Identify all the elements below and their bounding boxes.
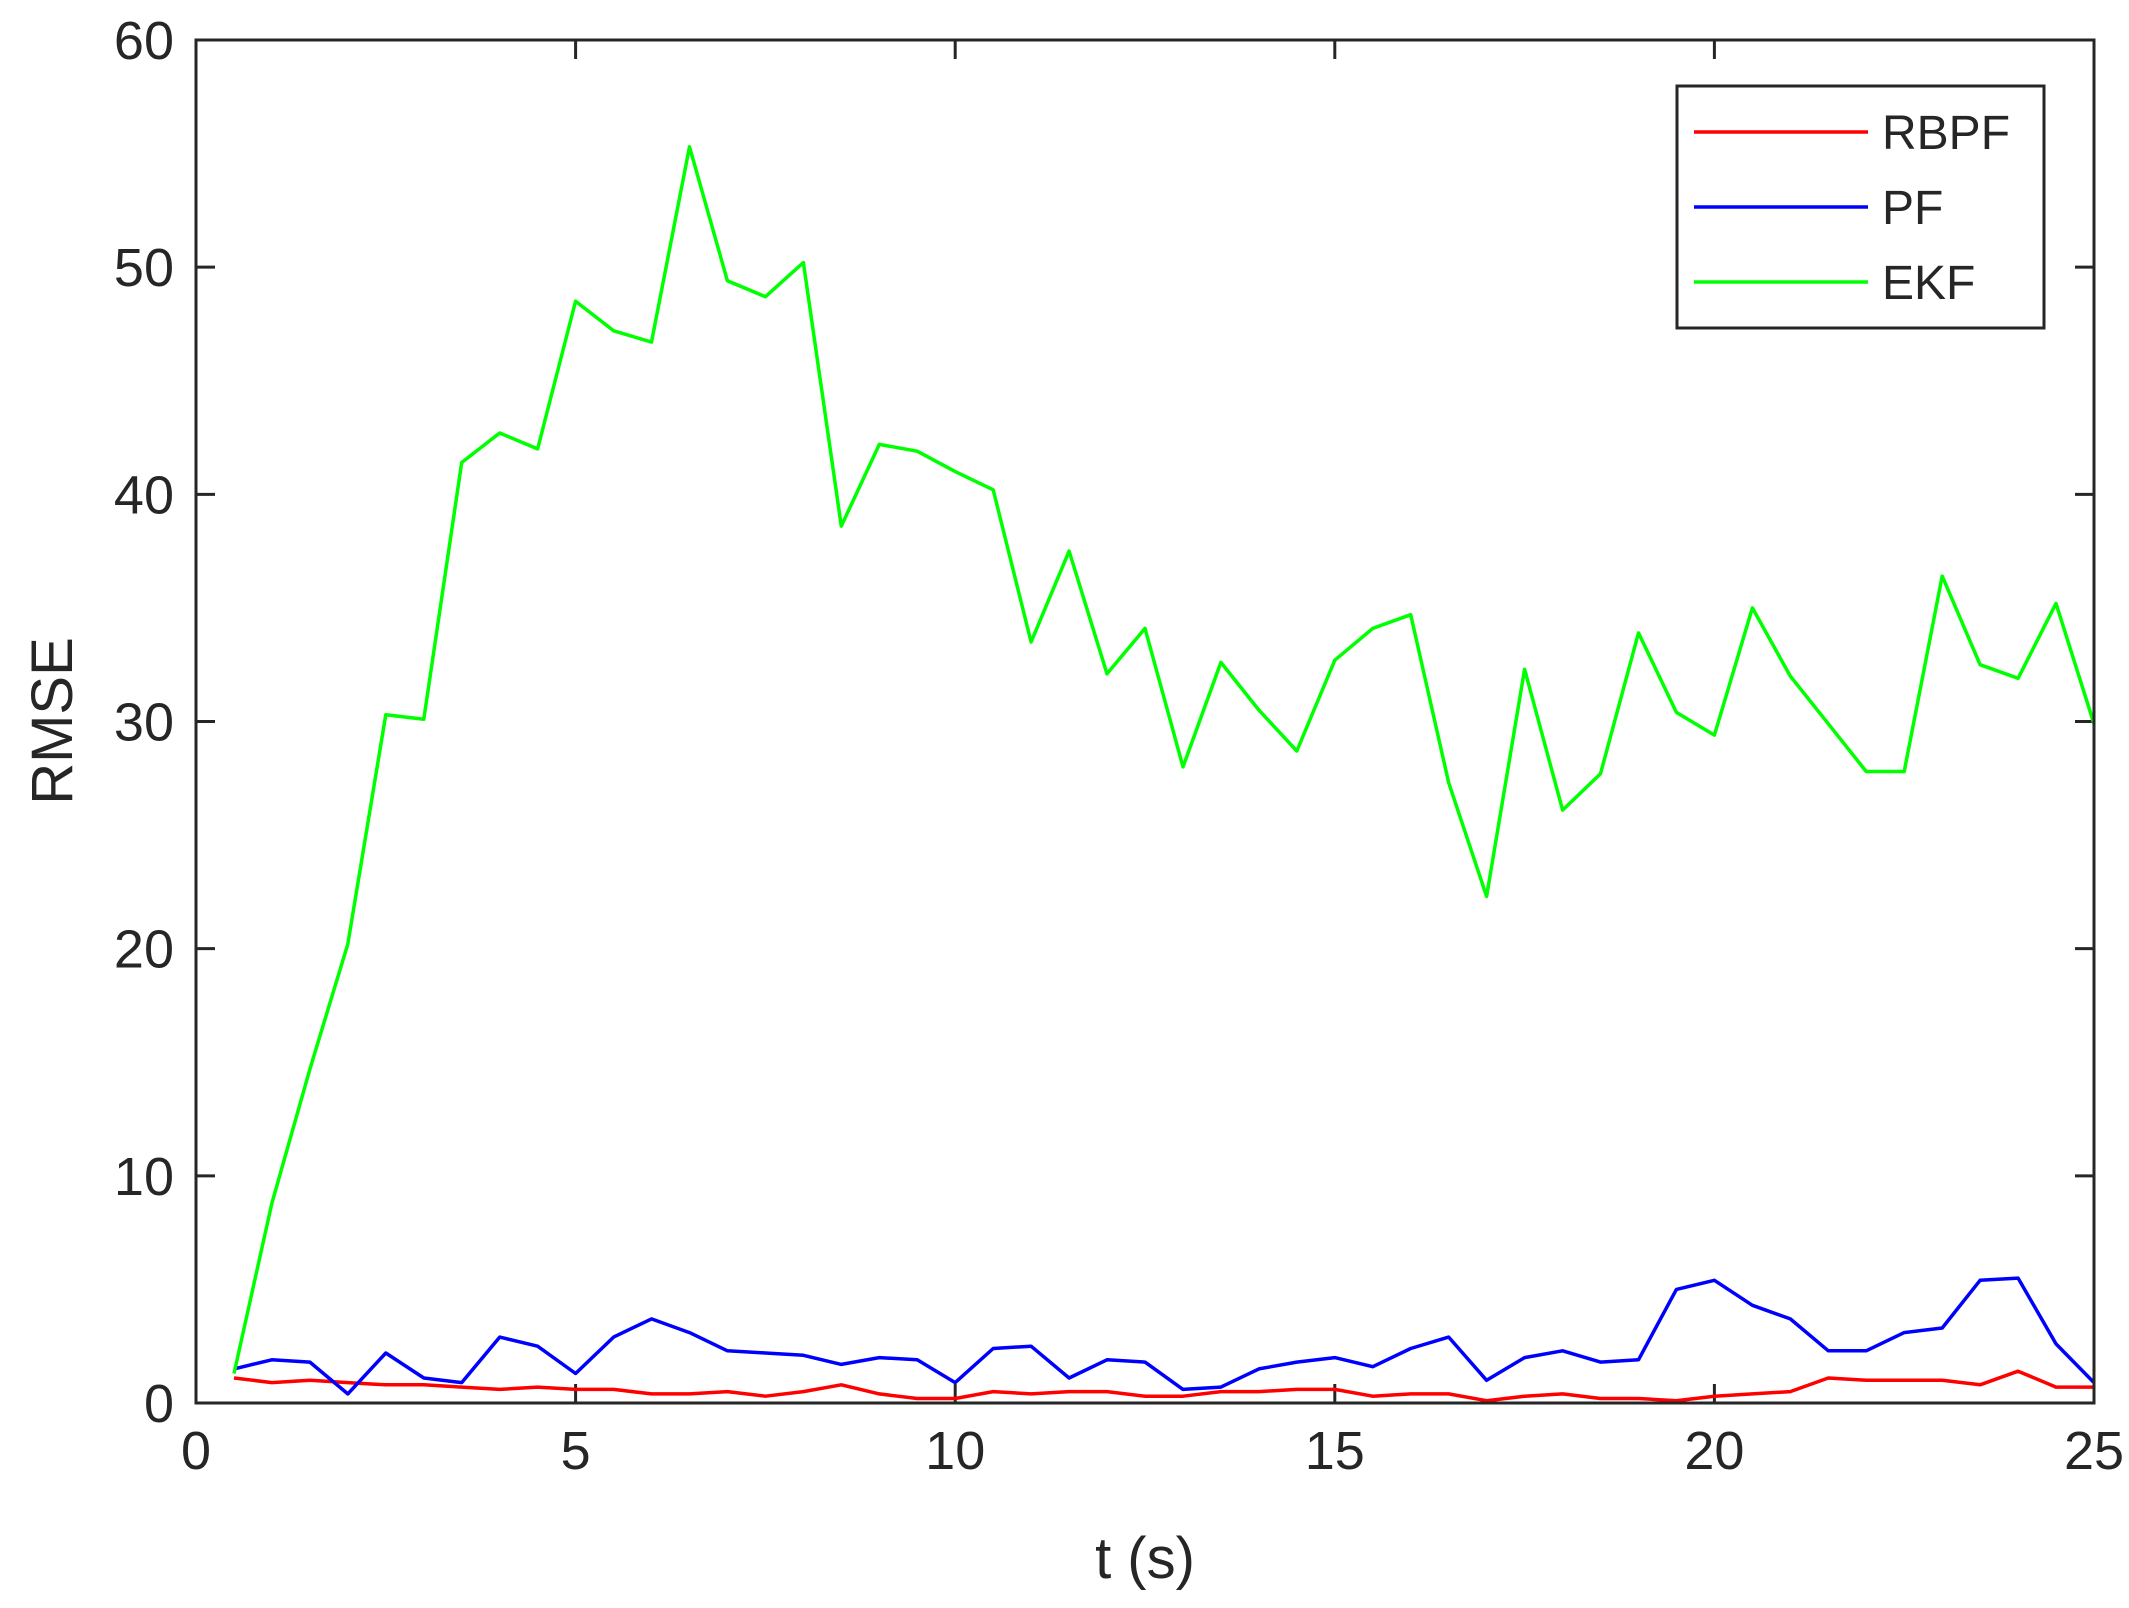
legend-label-rbpf: RBPF: [1882, 107, 2010, 160]
x-tick-label: 20: [1684, 1421, 1744, 1481]
y-axis-label: RMSE: [20, 637, 85, 805]
legend-label-pf: PF: [1882, 182, 1943, 235]
x-axis-label: t (s): [1095, 1526, 1195, 1591]
plot-frame: [194, 38, 2096, 1405]
series-line-pf: [233, 1276, 2096, 1396]
series-line-ekf: [232, 145, 2096, 1374]
y-tick-label: 30: [114, 693, 174, 753]
x-tick-label: 5: [561, 1421, 591, 1481]
y-tick-label: 40: [114, 465, 174, 525]
axis-ticks: 0 5 10 15 20 25 0 10 20 30 40 50 60: [114, 11, 2124, 1481]
legend: RBPF PF EKF: [1675, 84, 2046, 330]
series-lines: [232, 145, 2096, 1403]
x-tick-label: 25: [2064, 1421, 2124, 1481]
x-tick-label: 0: [181, 1421, 211, 1481]
y-tick-label: 0: [144, 1374, 174, 1434]
x-tick-label: 10: [925, 1421, 985, 1481]
legend-entries: RBPF PF EKF: [1694, 107, 2010, 310]
y-tick-label: 20: [114, 920, 174, 980]
y-tick-label: 50: [114, 238, 174, 298]
x-tick-label: 15: [1305, 1421, 1365, 1481]
legend-label-ekf: EKF: [1882, 257, 1975, 310]
y-tick-label: 60: [114, 11, 174, 71]
series-line-rbpf: [233, 1369, 2094, 1403]
y-tick-label: 10: [114, 1147, 174, 1207]
